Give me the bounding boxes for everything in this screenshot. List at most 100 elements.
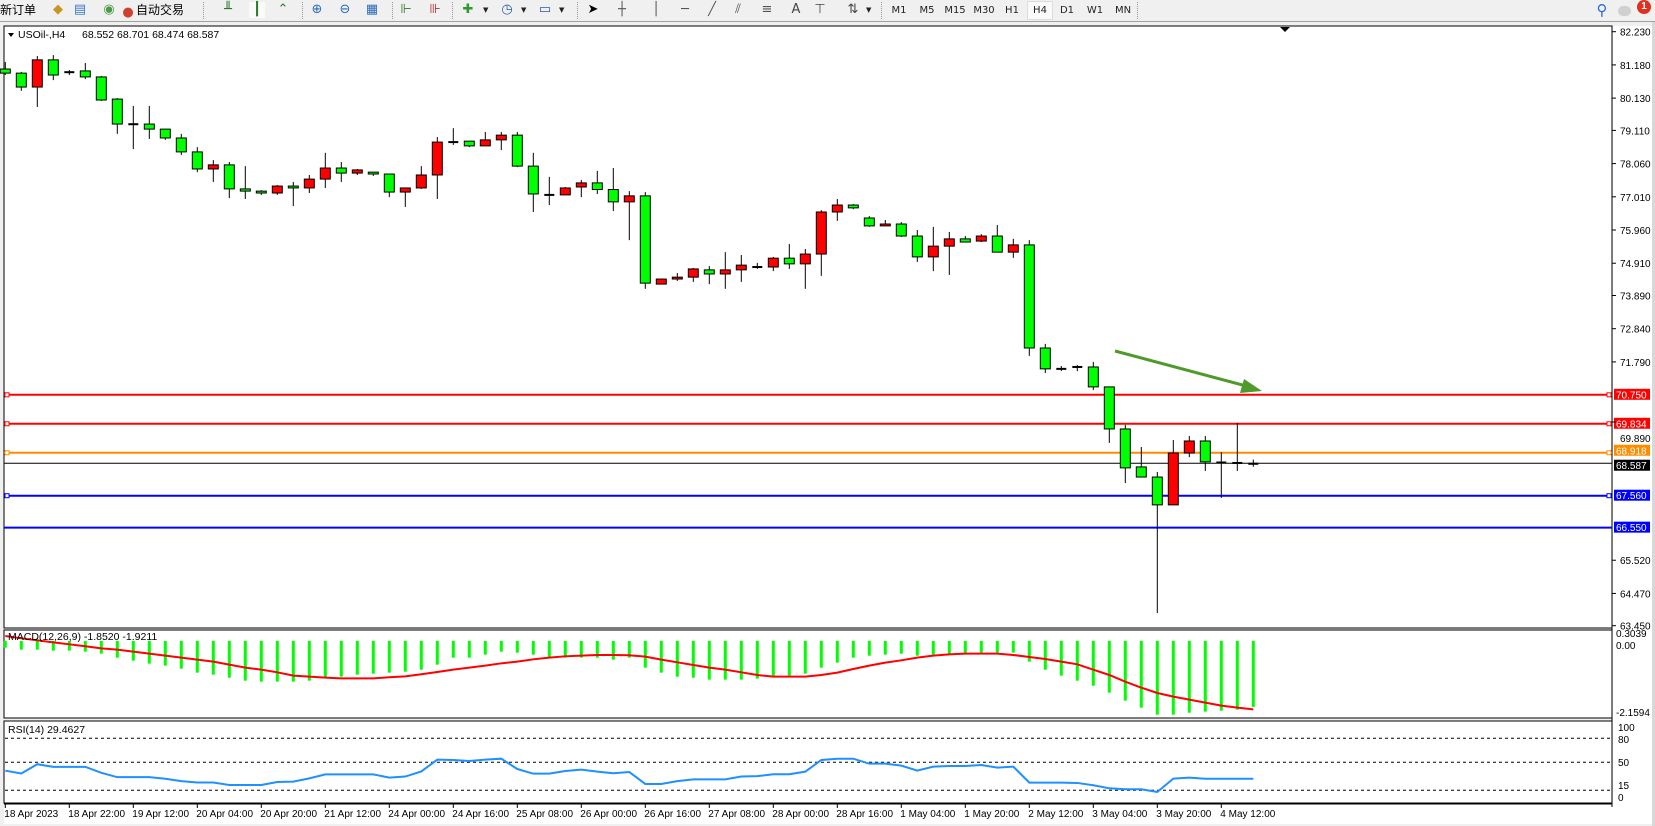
line-chart-icon[interactable]: ⌃ — [277, 2, 289, 17]
candle — [623, 191, 635, 241]
macd-series — [3, 634, 1255, 715]
candle-body — [1183, 440, 1195, 454]
auto-trading-icon: ● — [122, 5, 134, 20]
trendline-icon[interactable]: ╱ — [708, 2, 716, 17]
chart-header-dropdown-icon[interactable] — [8, 33, 14, 37]
level-handle-right[interactable] — [1606, 450, 1612, 456]
macd-panel[interactable] — [3, 629, 1613, 719]
candle-body — [143, 123, 155, 130]
vertical-line-icon[interactable]: │ — [652, 2, 660, 17]
timeframe-m15[interactable]: M15 — [944, 5, 966, 16]
timeframe-h1[interactable]: H1 — [1005, 5, 1019, 16]
candle-body — [319, 167, 331, 180]
price-tick-label: 73.890 — [1620, 291, 1651, 302]
periods-icon[interactable]: ◷ — [501, 2, 513, 17]
auto-trading-label: 自动交易 — [136, 3, 185, 17]
candle — [863, 216, 875, 227]
chart-shift-marker-icon[interactable] — [1280, 27, 1290, 32]
macd-histogram-bar — [979, 640, 983, 653]
separator — [1137, 2, 1138, 19]
macd-histogram-bar — [323, 640, 327, 678]
timeframe-m30[interactable]: M30 — [973, 5, 995, 16]
text-icon[interactable]: A — [788, 2, 804, 18]
macd-histogram-bar — [1091, 640, 1095, 686]
equidistant-channel-icon[interactable]: ⫽ — [735, 2, 741, 17]
time-tick-label: 4 May 12:00 — [1220, 809, 1275, 820]
zoom-out-icon[interactable]: ⊖ — [339, 2, 351, 17]
level-handle-right[interactable] — [1606, 421, 1612, 427]
periods-dropdown-icon[interactable]: ▼ — [521, 6, 527, 14]
level-handle-left[interactable] — [4, 421, 10, 427]
timeframe-w1[interactable]: W1 — [1086, 5, 1104, 16]
chart-shift-icon[interactable]: ⊪ — [429, 2, 441, 17]
text-label-icon[interactable]: ⊤ — [814, 2, 826, 17]
timeframe-d1[interactable]: D1 — [1059, 5, 1075, 16]
tile-windows-icon[interactable]: ▦ — [365, 2, 379, 17]
timeframe-m1[interactable]: M1 — [891, 5, 907, 16]
navigator-icon[interactable]: ▤ — [73, 2, 87, 17]
horizontal-line-icon[interactable]: ─ — [681, 2, 689, 17]
indicators-dropdown-icon[interactable]: ▼ — [483, 6, 489, 14]
candle-body — [1167, 452, 1179, 506]
level-handle-right[interactable] — [1606, 493, 1612, 499]
new-order-label: 新订单 — [0, 3, 37, 17]
crosshair-icon[interactable]: ┼ — [618, 2, 626, 17]
level-handle-right[interactable] — [1606, 392, 1612, 398]
macd-title: MACD(12,26,9) -1.8520 -1.9211 — [8, 631, 157, 643]
arrows-icon[interactable]: ⇅ — [847, 2, 859, 17]
auto-scroll-icon[interactable]: ⊩ — [400, 2, 412, 17]
templates-icon[interactable]: ▭ — [538, 2, 552, 17]
rsi-tick-label: 80 — [1618, 735, 1630, 746]
timeframe-h4[interactable]: H4 — [1027, 1, 1053, 20]
cursor-icon[interactable]: ➤ — [587, 2, 599, 17]
candle — [415, 166, 427, 189]
price-tick-label: 71.790 — [1620, 358, 1651, 369]
macd-histogram-bar — [835, 640, 839, 663]
main-chart-panel[interactable] — [3, 25, 1613, 629]
auto-trading-button[interactable]: ● 自动交易 — [120, 1, 184, 20]
level-handle-left[interactable] — [4, 450, 10, 456]
notifications-icon[interactable] — [1618, 6, 1631, 16]
candle-body — [1087, 366, 1099, 388]
level-handle-left[interactable] — [4, 392, 10, 398]
macd-histogram-bar — [403, 640, 407, 672]
candle-body — [463, 140, 475, 147]
candlestick-icon[interactable]: ┃ — [249, 2, 265, 18]
level-handle-left[interactable] — [4, 493, 10, 499]
macd-histogram-bar — [243, 640, 247, 681]
arrows-dropdown-icon[interactable]: ▼ — [866, 6, 872, 14]
rsi-series — [5, 737, 1611, 794]
search-icon[interactable]: ⚲ — [1596, 1, 1608, 19]
candle-body — [1007, 244, 1019, 253]
candle-body — [415, 174, 427, 189]
candle — [303, 174, 315, 194]
market-watch-icon[interactable]: ◆ — [53, 2, 63, 17]
macd-histogram-bar — [563, 640, 567, 658]
timeframe-mn[interactable]: MN — [1114, 5, 1132, 16]
candle — [367, 171, 379, 176]
candle — [671, 273, 683, 281]
price-tick-label: 64.470 — [1620, 589, 1651, 600]
candle — [223, 162, 235, 199]
new-order-button[interactable]: 新订单 — [0, 1, 36, 20]
fibonacci-icon[interactable]: ≡ — [761, 2, 773, 17]
bar-chart-icon[interactable]: ╨ — [224, 2, 232, 17]
candle — [383, 173, 395, 198]
macd-histogram-bar — [1251, 640, 1255, 707]
time-axis[interactable] — [4, 804, 1653, 824]
timeframe-m5[interactable]: M5 — [919, 5, 935, 16]
annotation-arrow-head-icon[interactable] — [1240, 379, 1262, 393]
indicators-icon[interactable]: ✚ — [462, 2, 474, 17]
templates-dropdown-icon[interactable]: ▼ — [559, 6, 565, 14]
price-axis[interactable] — [1613, 26, 1653, 804]
chart-window[interactable]: 70.750 69.834 68.918 67.560 66.550 68.587 82.… — [0, 22, 1655, 826]
annotation-arrow-line[interactable] — [1114, 349, 1251, 389]
signals-icon[interactable]: ◉ — [103, 2, 115, 17]
level-price-label: 66.550 — [1616, 523, 1647, 534]
candle-body — [223, 164, 235, 190]
candle — [687, 267, 699, 282]
candle — [159, 128, 171, 140]
rsi-line — [5, 757, 1254, 794]
zoom-in-icon[interactable]: ⊕ — [311, 2, 323, 17]
time-tick-label: 28 Apr 16:00 — [836, 809, 893, 820]
